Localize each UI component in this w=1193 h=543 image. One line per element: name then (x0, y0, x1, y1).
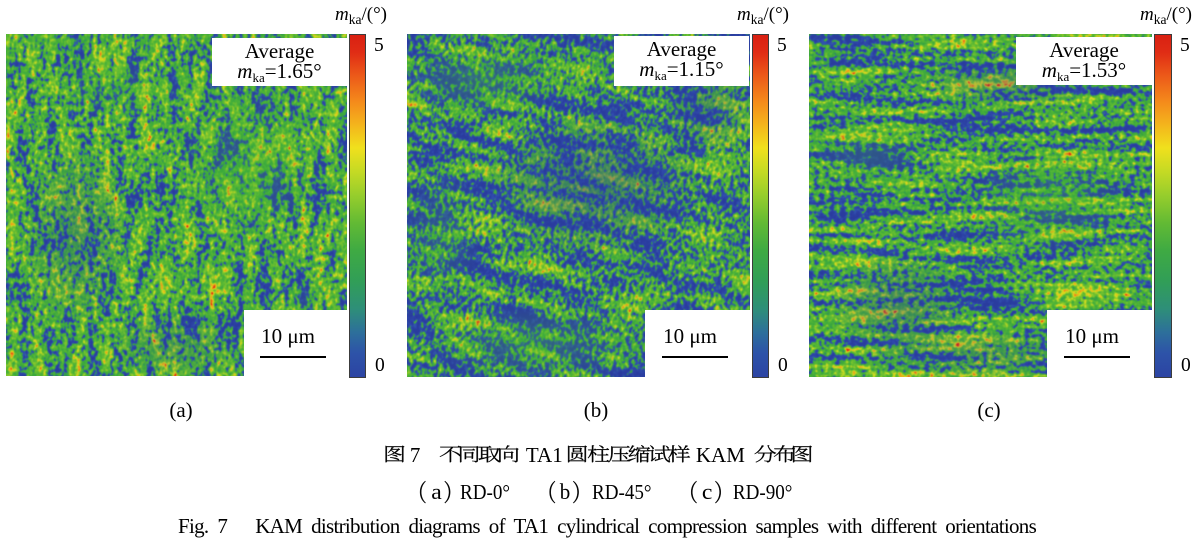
svg-text:RD-45°: RD-45° (592, 480, 652, 504)
svg-text:c: c (702, 479, 713, 504)
svg-text:TA1: TA1 (526, 443, 563, 467)
svg-text:KAM: KAM (696, 443, 745, 467)
svg-text:7: 7 (410, 443, 421, 467)
svg-text:a: a (431, 479, 442, 504)
svg-text:b: b (560, 479, 571, 504)
svg-text:RD-0°: RD-0° (460, 480, 510, 504)
svg-text:RD-90°: RD-90° (733, 480, 793, 504)
